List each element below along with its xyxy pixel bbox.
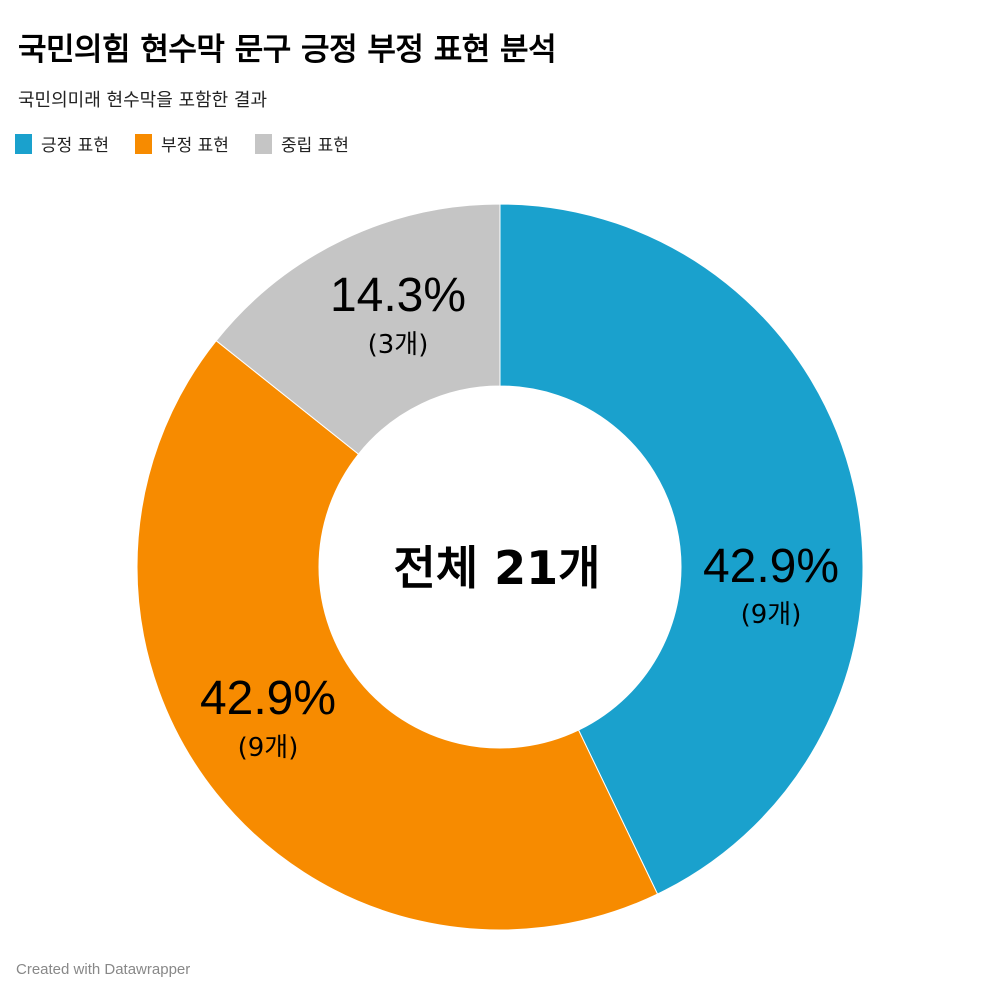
legend-swatch-neutral [254, 133, 272, 154]
footer-credit: Created with Datawrapper [16, 961, 191, 978]
legend-swatch-negative [134, 133, 152, 154]
legend: 긍정 표현 부정 표현 중립 표현 [15, 131, 375, 156]
slice-positive-percent: 42.9% [703, 540, 839, 593]
donut-slices [136, 203, 864, 931]
legend-label-negative: 부정 표현 [160, 136, 229, 156]
legend-label-positive: 긍정 표현 [41, 136, 109, 156]
slice-positive-count: (9개) [741, 600, 802, 630]
chart-subtitle: 국민의미래 현수막을 포함한 결과 [18, 90, 268, 111]
slice-neutral-percent: 14.3% [330, 269, 466, 322]
legend-swatch-positive [15, 133, 32, 154]
slice-negative-count: (9개) [238, 733, 299, 763]
chart-title: 국민의힘 현수막 문구 긍정 부정 표현 분석 [18, 32, 557, 68]
slice-positive [499, 203, 864, 895]
legend-item-neutral: 중립 표현 [254, 131, 349, 156]
center-total-label: 전체 21개 [394, 541, 601, 595]
slice-negative [136, 339, 659, 931]
legend-item-positive: 긍정 표현 [15, 131, 109, 156]
legend-label-neutral: 중립 표현 [280, 136, 349, 156]
slice-neutral [215, 203, 501, 455]
slice-neutral-count: (3개) [368, 330, 429, 360]
legend-item-negative: 부정 표현 [134, 131, 229, 156]
slice-negative-percent: 42.9% [200, 672, 336, 725]
